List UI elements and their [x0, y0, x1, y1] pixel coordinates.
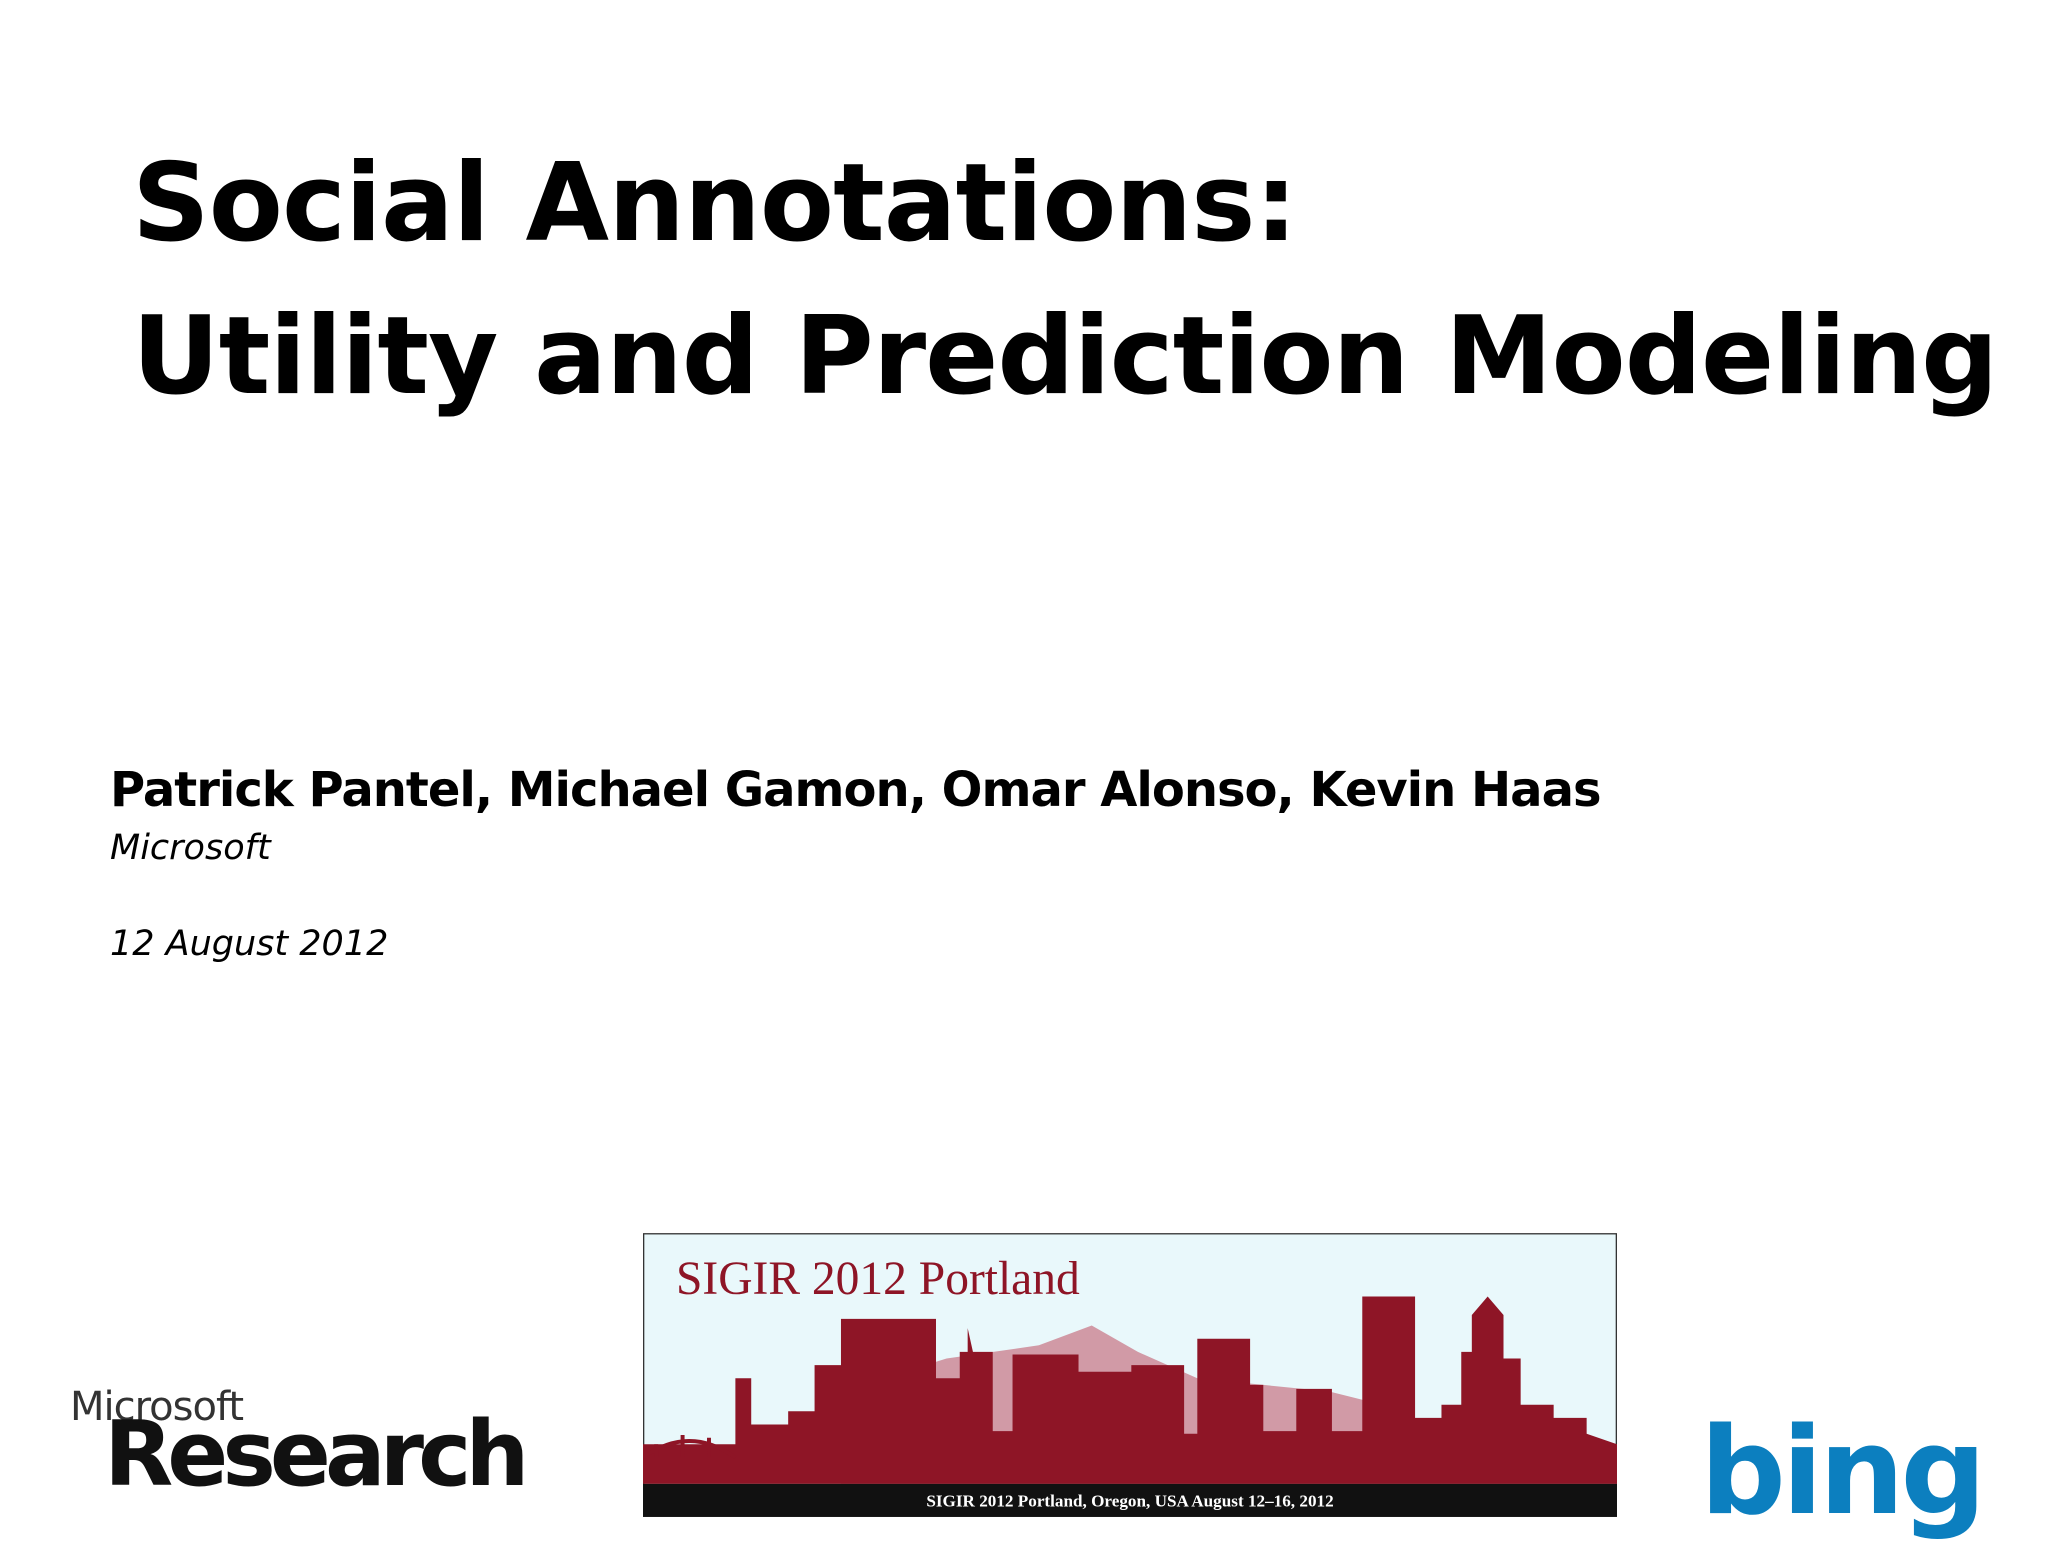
bing-logo: bing	[1700, 1403, 1986, 1542]
caption-bar	[643, 1483, 1617, 1517]
bridge	[643, 1435, 737, 1460]
affiliation: Microsoft	[110, 828, 271, 868]
microsoft-logo: Microsoft	[70, 1384, 244, 1430]
slide-title-line: Utility and Prediction Modeling	[132, 294, 1998, 419]
banner-caption: SIGIR 2012 Portland, Oregon, USA August …	[926, 1491, 1333, 1510]
authors: Patrick Pantel, Michael Gamon, Omar Alon…	[110, 762, 1602, 818]
sigir-banner: SIGIR 2012 Portland SIGIR 2012 Portland,…	[643, 1233, 1617, 1517]
slide-title-line: Social Annotations:	[132, 141, 1298, 266]
banner-title: SIGIR 2012 Portland	[676, 1253, 1080, 1305]
research-logo: Research	[104, 1402, 529, 1507]
date: 12 August 2012	[110, 924, 389, 964]
skyline	[643, 1296, 1617, 1484]
